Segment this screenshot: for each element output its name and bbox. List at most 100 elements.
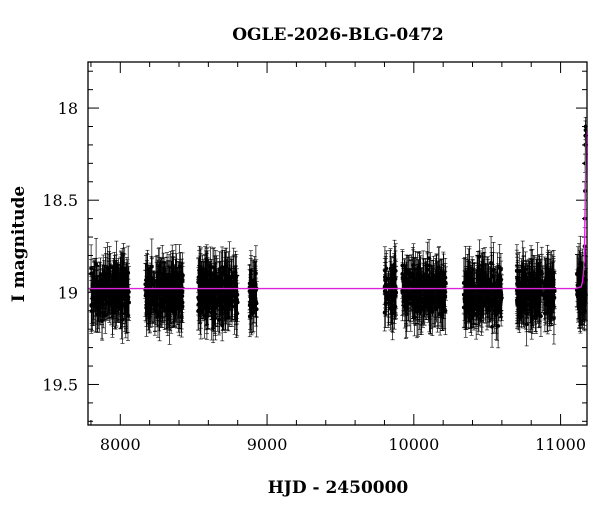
data-point — [226, 278, 230, 283]
x-tick-label: 9000 — [247, 435, 288, 454]
data-point — [247, 303, 252, 308]
data-point — [425, 284, 430, 289]
x-tick-label: 10000 — [388, 435, 439, 454]
data-point — [233, 283, 237, 288]
data-point — [126, 290, 131, 294]
data-point — [95, 301, 100, 306]
data-point — [171, 274, 176, 279]
data-point — [204, 272, 209, 277]
data-point — [198, 273, 203, 278]
data-point — [443, 275, 448, 280]
data-point — [101, 289, 106, 294]
data-point — [94, 289, 99, 294]
data-point — [92, 284, 97, 289]
y-tick-label: 19 — [58, 283, 78, 302]
data-point — [418, 275, 423, 280]
data-point — [444, 281, 448, 286]
data-point — [198, 281, 202, 286]
data-point — [169, 290, 174, 294]
data-point — [431, 293, 435, 298]
data-point — [152, 294, 157, 299]
data-point — [115, 282, 120, 287]
axis-ticks: 8000 9000 10000 11000 18 18.5 19 19.5 — [42, 62, 587, 454]
data-point — [178, 302, 183, 307]
data-point — [110, 289, 114, 293]
photometry-points — [89, 116, 588, 349]
y-tick-label: 18.5 — [42, 191, 78, 210]
data-point — [113, 277, 118, 282]
data-point — [120, 297, 124, 302]
data-point — [96, 296, 100, 300]
data-point — [208, 271, 213, 276]
data-point — [430, 309, 435, 314]
data-point — [118, 291, 122, 296]
data-point — [419, 300, 424, 305]
data-point — [437, 265, 441, 270]
data-point — [248, 291, 253, 296]
data-point — [89, 266, 94, 271]
data-point — [144, 305, 149, 310]
data-point — [214, 290, 218, 295]
data-point — [111, 281, 116, 286]
data-point — [221, 299, 225, 304]
data-point — [103, 297, 108, 301]
data-point — [215, 299, 220, 303]
chart-title: OGLE-2026-BLG-0472 — [232, 25, 444, 45]
data-point — [401, 289, 405, 294]
data-point — [404, 283, 409, 288]
data-point — [144, 280, 149, 285]
data-point — [104, 300, 109, 305]
data-point — [382, 310, 387, 315]
x-tick-label: 8000 — [100, 435, 141, 454]
data-point — [383, 278, 388, 283]
data-point — [227, 292, 232, 296]
data-point — [147, 294, 151, 299]
data-point — [437, 282, 442, 286]
data-point — [167, 293, 172, 298]
data-point — [152, 307, 157, 312]
data-point — [120, 317, 125, 322]
data-point — [232, 293, 237, 298]
y-axis-label: I magnitude — [9, 186, 29, 303]
data-point — [217, 267, 222, 272]
data-point — [149, 282, 154, 287]
data-point — [430, 276, 434, 280]
data-point — [217, 303, 222, 308]
y-tick-label: 19.5 — [42, 375, 78, 394]
data-point — [89, 309, 94, 313]
data-point — [426, 292, 431, 296]
data-point — [165, 297, 170, 302]
data-point — [442, 302, 447, 307]
data-point — [220, 289, 225, 293]
x-axis-label: HJD - 2450000 — [268, 478, 409, 498]
data-point — [390, 303, 395, 308]
data-point — [176, 293, 181, 298]
data-point — [94, 262, 99, 266]
data-point — [211, 302, 216, 306]
data-point — [90, 303, 95, 308]
data-point — [421, 305, 426, 310]
data-point — [201, 298, 206, 303]
data-point — [198, 307, 203, 312]
data-point — [105, 266, 110, 271]
data-point — [409, 282, 413, 287]
data-point — [205, 310, 209, 315]
data-point — [439, 299, 443, 304]
data-point — [434, 275, 439, 280]
data-point — [210, 293, 215, 298]
data-point — [162, 300, 167, 305]
data-point — [386, 301, 391, 305]
data-point — [383, 290, 388, 295]
data-point — [173, 271, 178, 276]
data-point — [150, 302, 155, 307]
data-point — [230, 279, 234, 284]
data-point — [124, 299, 128, 304]
data-point — [165, 275, 169, 280]
data-point — [412, 315, 417, 320]
x-tick-label: 11000 — [535, 435, 586, 454]
data-point — [393, 293, 398, 298]
data-point — [251, 295, 256, 300]
data-point — [176, 274, 180, 279]
data-point — [173, 300, 178, 305]
